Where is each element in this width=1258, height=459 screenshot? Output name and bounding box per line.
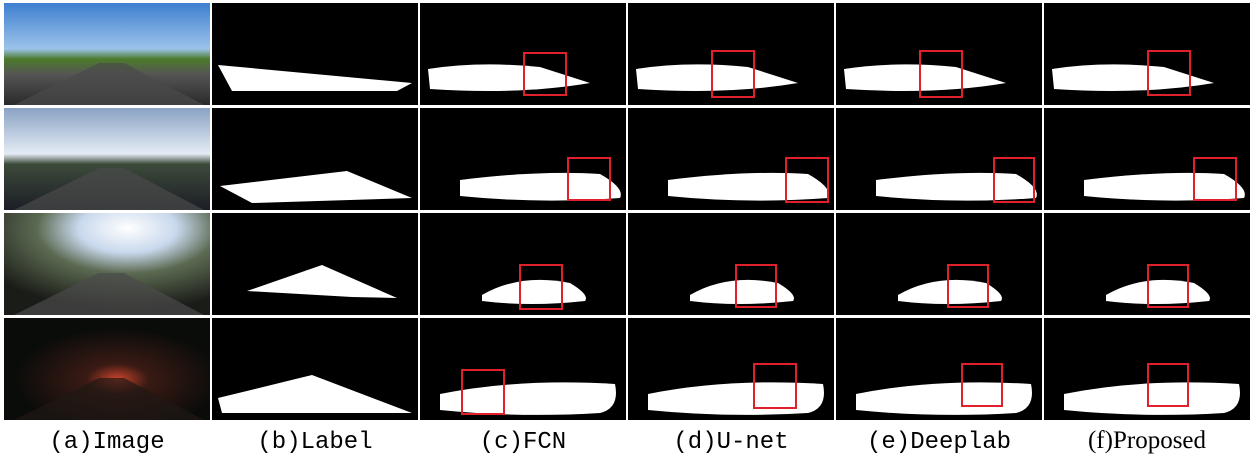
caption: (b)Label	[257, 429, 372, 456]
caption: (d)U-net	[673, 429, 788, 456]
caption: (e)Deeplab	[867, 429, 1011, 456]
caption: (a)Image	[49, 429, 164, 456]
caption: (c)FCN	[480, 429, 566, 456]
caption: (f)Proposed	[1088, 427, 1207, 454]
mask-background	[212, 213, 418, 315]
page: (a)Image (b)Label (c)FCN (d)U-net (e)Deeplab…	[0, 0, 1258, 459]
figure: (a)Image (b)Label (c)FCN (d)U-net (e)Deeplab…	[0, 0, 1258, 459]
